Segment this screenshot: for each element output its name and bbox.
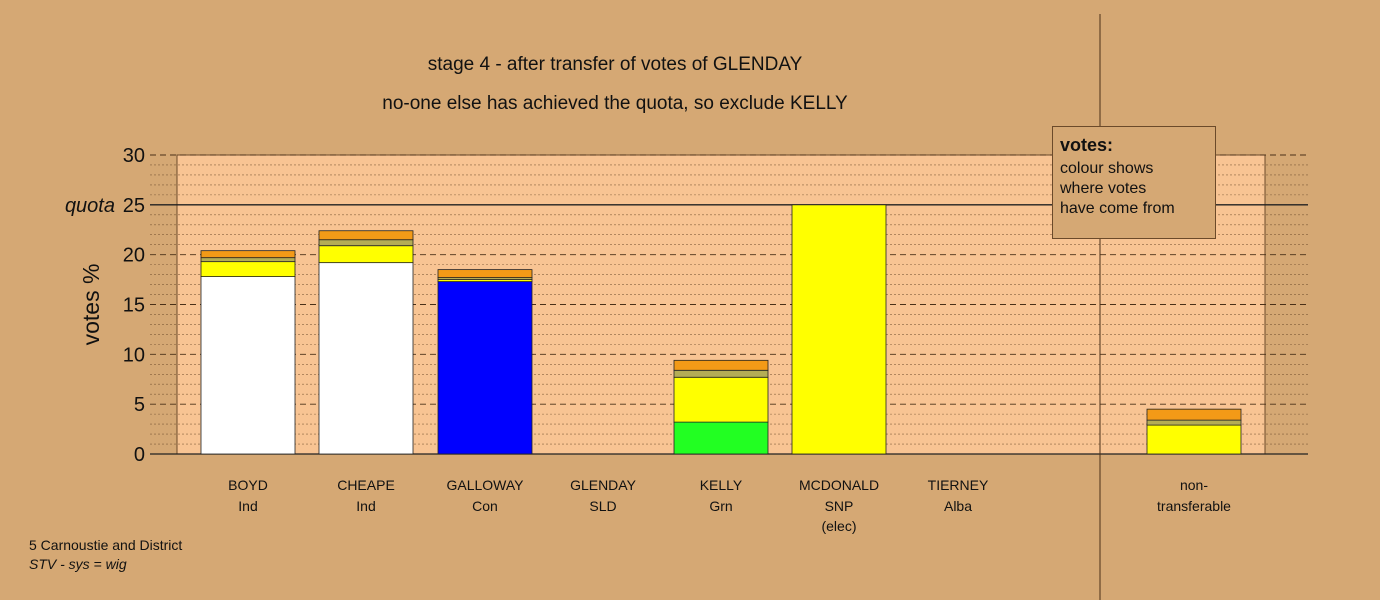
cheape-bar-segment-sld (318, 230, 414, 241)
footer-constituency: 5 Carnoustie and District (29, 537, 183, 553)
galloway-name-label: GALLOWAY (446, 477, 524, 493)
galloway-bar-segment-sld (437, 269, 533, 278)
mcdonald-party-label: SNP (825, 498, 854, 514)
boyd-party-label: Ind (238, 498, 257, 514)
tierney-name-label: TIERNEY (928, 477, 989, 493)
cheape-bar-segment-ind (318, 262, 414, 455)
y-axis-label: votes % (78, 264, 104, 346)
legend-line-2: where votes (1060, 180, 1147, 197)
non-transferable-label-2: transferable (1157, 498, 1231, 514)
legend-box: votes: colour shows where votes have com… (1052, 126, 1216, 239)
non-transferable-bar-segment-snp (1146, 424, 1242, 455)
non-transferable-bar-segment-alba (1146, 419, 1242, 426)
kelly-bar-segment-sld (673, 359, 769, 371)
non-transferable-label-1: non- (1180, 477, 1208, 493)
cheape-bar-segment-alba (318, 239, 414, 247)
legend-line-3: have come from (1060, 200, 1175, 217)
y-tick-label: 0 (134, 444, 145, 466)
kelly-bar-segment-alba (673, 369, 769, 378)
galloway-party-label: Con (472, 498, 498, 514)
glenday-name-label: GLENDAY (570, 477, 637, 493)
y-tick-label: 30 (123, 145, 145, 167)
y-tick-label: 25 (123, 195, 145, 217)
glenday-party-label: SLD (589, 498, 616, 514)
cheape-bar-segment-snp (318, 245, 414, 264)
y-tick-label: 20 (123, 245, 145, 267)
boyd-name-label: BOYD (228, 477, 268, 493)
boyd-bar-segment-snp (200, 261, 296, 277)
footer-system: STV - sys = wig (29, 556, 127, 572)
quota-label: quota (65, 195, 115, 217)
chart-subtitle: no-one else has achieved the quota, so e… (382, 93, 848, 114)
mcdonald-bar-segment-snp (791, 204, 887, 455)
cheape-name-label: CHEAPE (337, 477, 395, 493)
y-tick-label: 15 (123, 295, 145, 317)
boyd-bar-segment-alba (200, 257, 296, 263)
legend-line-1: colour shows (1060, 160, 1154, 177)
tierney-party-label: Alba (944, 498, 972, 514)
legend-title: votes: (1060, 135, 1114, 155)
mcdonald-name-label: MCDONALD (799, 477, 879, 493)
y-tick-label: 10 (123, 344, 145, 366)
boyd-bar-segment-ind (200, 276, 296, 455)
mcdonald-note-label: (elec) (821, 518, 856, 534)
kelly-bar-segment-grn (673, 421, 769, 455)
kelly-name-label: KELLY (700, 477, 743, 493)
galloway-bar-segment-con (437, 281, 533, 455)
chart-title: stage 4 - after transfer of votes of GLE… (427, 54, 803, 75)
non-transferable-bar-segment-sld (1146, 408, 1242, 421)
kelly-bar-segment-snp (673, 376, 769, 423)
y-tick-label: 5 (134, 394, 145, 416)
kelly-party-label: Grn (709, 498, 732, 514)
boyd-bar-segment-sld (200, 250, 296, 259)
cheape-party-label: Ind (356, 498, 375, 514)
